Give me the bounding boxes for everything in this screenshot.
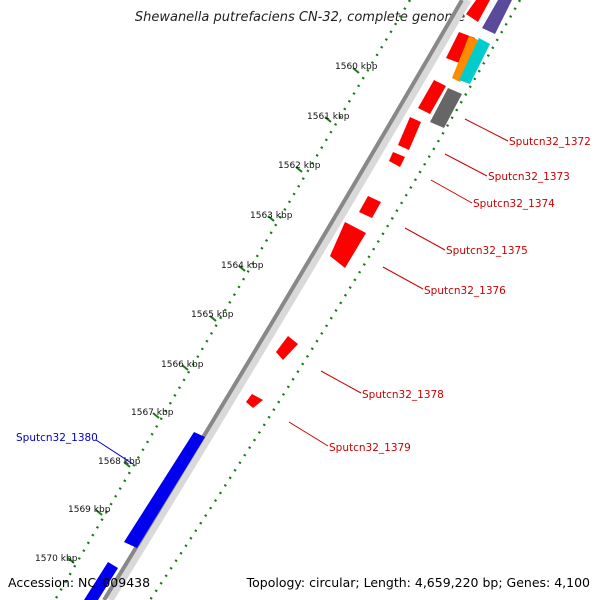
- tick-label: 1560 kbp: [335, 62, 378, 72]
- tick-label: 1564 kbp: [221, 261, 264, 271]
- gene-feature[interactable]: [276, 336, 298, 360]
- gene-label[interactable]: Sputcn32_1379: [329, 442, 411, 454]
- gene-feature-reverse[interactable]: [84, 562, 118, 600]
- feature-purple: [482, 0, 512, 34]
- feature-orange: [452, 36, 478, 82]
- tick-label: 1566 kbp: [161, 360, 204, 370]
- tick-label: 1570 kbp: [35, 554, 78, 564]
- map-title: Shewanella putrefaciens CN-32, complete …: [134, 10, 466, 25]
- tick-label: 1561 kbp: [307, 112, 350, 122]
- gene-label[interactable]: Sputcn32_1378: [362, 389, 444, 401]
- gene-leader-lines: [95, 118, 509, 465]
- inner-dotted-track: [149, 0, 522, 600]
- kbp-ticks: [67, 67, 360, 564]
- gene-label[interactable]: Sputcn32_1376: [424, 285, 506, 297]
- gene-feature-reverse[interactable]: [124, 432, 205, 548]
- gene-label[interactable]: Sputcn32_1373: [488, 171, 570, 183]
- tick-label: 1563 kbp: [250, 211, 293, 221]
- gene-label[interactable]: Sputcn32_1375: [446, 245, 528, 257]
- gene-feature[interactable]: [246, 394, 263, 408]
- gene-feature[interactable]: [389, 152, 405, 167]
- gene-feature[interactable]: [359, 196, 381, 218]
- tick-label: 1567 kbp: [131, 408, 174, 418]
- gene-label[interactable]: Sputcn32_1374: [473, 198, 555, 210]
- accession-text: Accession: NC_009438: [8, 575, 151, 590]
- gene-feature[interactable]: [418, 80, 446, 114]
- outer-dotted-track: [53, 0, 412, 600]
- tick-label: 1565 kbp: [191, 310, 234, 320]
- backbone-shadow: [107, 0, 472, 600]
- gene-feature[interactable]: [466, 0, 490, 22]
- gene-feature[interactable]: [398, 117, 421, 150]
- gene-feature[interactable]: [330, 222, 366, 268]
- tick-label: 1568 kbp: [98, 457, 141, 467]
- feature-cyan: [459, 38, 490, 84]
- genome-summary: Topology: circular; Length: 4,659,220 bp…: [246, 575, 590, 590]
- forward-features: [246, 0, 490, 408]
- feature-gray: [430, 88, 462, 128]
- tick-label: 1569 kbp: [68, 505, 111, 515]
- gene-label[interactable]: Sputcn32_1380: [16, 432, 98, 444]
- gene-label[interactable]: Sputcn32_1372: [509, 136, 591, 148]
- tick-label: 1562 kbp: [278, 161, 321, 171]
